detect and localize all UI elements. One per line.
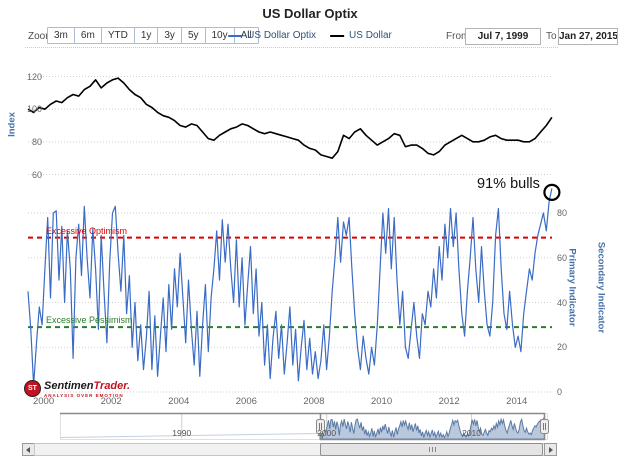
x-axis-year-label: 2008 (303, 396, 325, 407)
x-axis-year-label: 2004 (168, 396, 190, 407)
index-tick-label: 80 (31, 136, 42, 147)
from-date-input[interactable] (465, 28, 541, 45)
zoom-button-ytd[interactable]: YTD (100, 27, 135, 44)
to-date-input[interactable] (558, 28, 618, 45)
legend-item-us-dollar-optix[interactable]: US Dollar Optix (228, 30, 316, 41)
logo-badge-icon: ST (24, 380, 41, 397)
zoom-button-group: 3m 6m YTD 1y 3y 5y 10y All (47, 27, 259, 44)
logo-name-accent: Trader. (93, 380, 131, 392)
logo-name-main: Sentimen (44, 380, 94, 392)
sentimentrader-logo[interactable]: ST SentimenTrader. ANALYSIS OVER EMOTION (24, 380, 130, 401)
x-axis-year-label: 2002 (100, 396, 122, 407)
left-arrow-icon (26, 446, 30, 453)
primary-tick-label: 20 (557, 342, 568, 353)
legend-dash-icon (228, 34, 243, 37)
zoom-button-1y[interactable]: 1y (133, 27, 159, 44)
navigator-right-handle[interactable] (540, 419, 549, 434)
optimism-band-label: Excessive Optimism (46, 225, 128, 236)
us-dollar-series-line (27, 77, 553, 159)
annotation-text: 91% bulls (477, 176, 540, 192)
scrollbar-right-arrow[interactable] (544, 443, 557, 456)
x-axis-year-label: 2012 (438, 396, 460, 407)
from-label: From (446, 31, 470, 42)
to-label: To (546, 31, 557, 42)
right-arrow-icon (549, 446, 553, 453)
navigator (59, 412, 549, 441)
legend-dash-icon (330, 34, 345, 37)
primary-tick-label: 0 (557, 387, 563, 397)
toolbar-separator (25, 47, 558, 48)
primary-tick-label: 60 (557, 252, 568, 263)
navigator-left-handle[interactable] (316, 419, 325, 434)
legend: US Dollar Optix US Dollar (228, 30, 392, 41)
gridlines (28, 76, 552, 393)
x-axis-year-label: 2014 (506, 396, 528, 407)
scrollbar-thumb[interactable] (320, 443, 543, 456)
legend-item-us-dollar[interactable]: US Dollar (330, 30, 392, 41)
us-dollar-optix-series-line (27, 188, 553, 386)
x-axis-year-label: 2010 (370, 396, 393, 407)
x-axis-year-label: 2000 (32, 396, 55, 407)
scrollbar-left-arrow[interactable] (22, 443, 35, 456)
x-axis-year-label: 2006 (235, 396, 257, 407)
navigator-year-label: 1990 (172, 428, 192, 438)
logo-tagline: ANALYSIS OVER EMOTION (44, 393, 124, 398)
navigator-series-area (319, 415, 546, 440)
legend-label: US Dollar Optix (247, 30, 317, 41)
primary-tick-label: 80 (557, 208, 568, 218)
navigator-year-label: 2010 (462, 428, 482, 438)
annotation-circle (543, 183, 561, 201)
navigator-masked-series (59, 433, 321, 438)
pessimism-band-label: Excessive Pessimism (46, 315, 133, 326)
horizontal-scrollbar[interactable] (22, 443, 557, 456)
index-tick-label: 60 (31, 169, 42, 180)
index-tick-label: 100 (26, 104, 42, 115)
primary-tick-label: 40 (557, 297, 568, 308)
page-title: US Dollar Optix (262, 6, 358, 21)
zoom-button-6m[interactable]: 6m (73, 27, 102, 44)
zoom-button-5y[interactable]: 5y (180, 27, 206, 44)
index-tick-label: 120 (26, 71, 42, 82)
scrollbar-grip-icon (431, 447, 433, 452)
legend-label: US Dollar (349, 30, 392, 41)
navigator-year-label: 2000 (317, 428, 337, 438)
zoom-label: Zoom (28, 31, 54, 42)
